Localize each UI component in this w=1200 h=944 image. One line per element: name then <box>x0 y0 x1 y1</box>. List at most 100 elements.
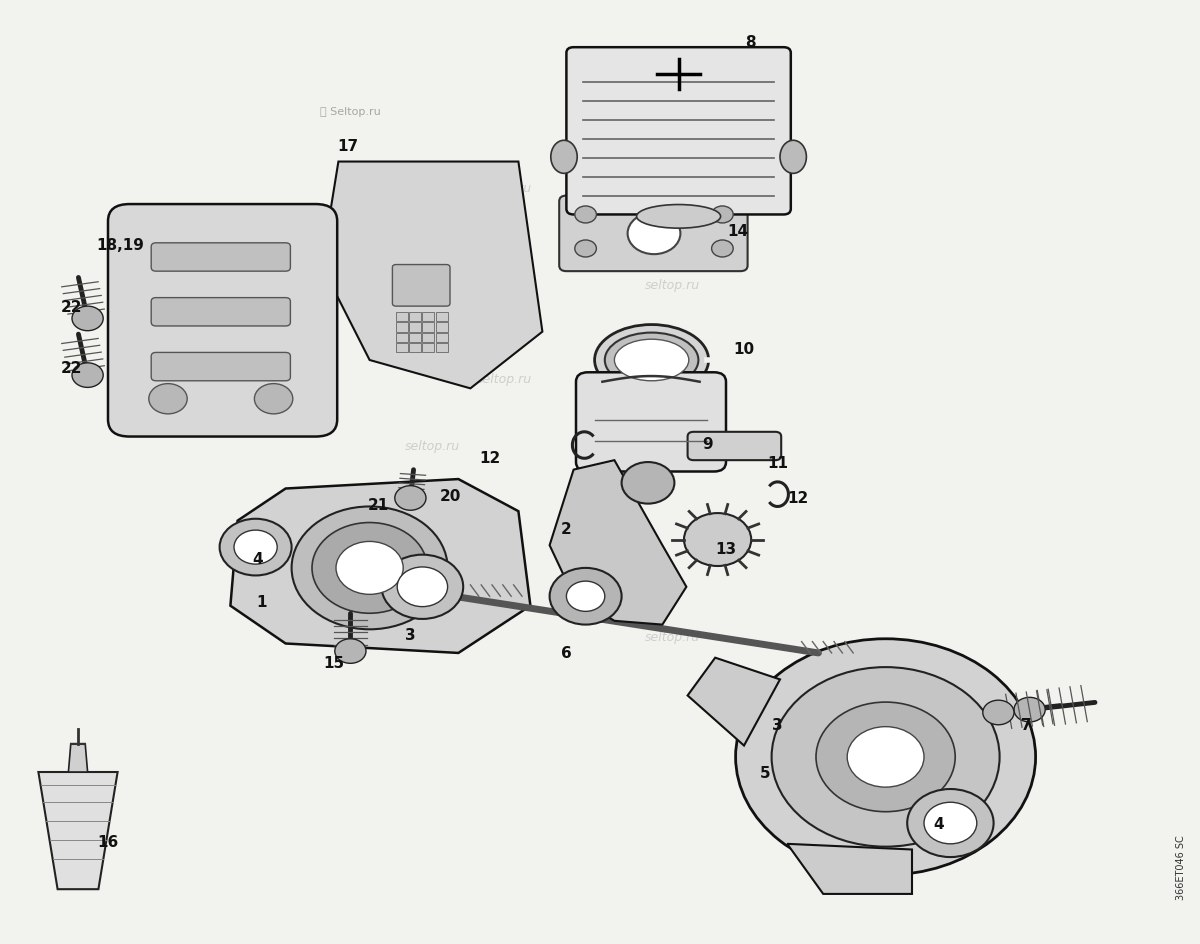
Bar <box>436 333 448 343</box>
Polygon shape <box>322 162 542 389</box>
FancyBboxPatch shape <box>151 244 290 272</box>
Text: 3: 3 <box>773 717 782 733</box>
Bar <box>422 323 434 332</box>
Text: 18,19: 18,19 <box>96 238 144 253</box>
Text: 15: 15 <box>323 655 344 670</box>
Polygon shape <box>38 772 118 889</box>
Text: 5: 5 <box>761 765 770 780</box>
Text: 22: 22 <box>61 361 83 376</box>
Circle shape <box>907 789 994 857</box>
Polygon shape <box>688 658 780 746</box>
Polygon shape <box>230 480 530 653</box>
FancyBboxPatch shape <box>688 432 781 461</box>
Text: 4: 4 <box>934 816 943 831</box>
Circle shape <box>772 667 1000 847</box>
Text: 12: 12 <box>479 450 500 465</box>
FancyBboxPatch shape <box>566 48 791 215</box>
Bar <box>396 333 408 343</box>
Circle shape <box>566 582 605 612</box>
FancyBboxPatch shape <box>559 196 748 272</box>
Text: 11: 11 <box>767 455 788 470</box>
Circle shape <box>575 207 596 224</box>
Bar <box>409 333 421 343</box>
Bar <box>436 344 448 353</box>
Circle shape <box>712 207 733 224</box>
Text: ⓘ Seltop.ru: ⓘ Seltop.ru <box>320 107 380 116</box>
Text: 14: 14 <box>727 224 749 239</box>
Ellipse shape <box>636 206 720 228</box>
Bar <box>436 312 448 322</box>
Polygon shape <box>68 744 88 772</box>
Polygon shape <box>550 461 686 625</box>
Text: seltop.ru: seltop.ru <box>404 439 460 452</box>
Bar <box>436 323 448 332</box>
Ellipse shape <box>595 326 708 396</box>
Circle shape <box>712 241 733 258</box>
Bar <box>409 312 421 322</box>
Text: 1: 1 <box>257 595 266 610</box>
Circle shape <box>816 702 955 812</box>
FancyBboxPatch shape <box>151 353 290 381</box>
Text: 7: 7 <box>1021 717 1031 733</box>
Bar <box>422 312 434 322</box>
Circle shape <box>628 213 680 255</box>
Ellipse shape <box>780 141 806 174</box>
Bar <box>396 312 408 322</box>
Circle shape <box>924 802 977 844</box>
Text: 21: 21 <box>367 497 389 513</box>
Text: 3: 3 <box>406 627 415 642</box>
Text: seltop.ru: seltop.ru <box>428 605 484 618</box>
Bar <box>422 344 434 353</box>
Text: 13: 13 <box>715 542 737 557</box>
Polygon shape <box>787 844 912 894</box>
Text: 6: 6 <box>562 646 571 661</box>
Ellipse shape <box>551 141 577 174</box>
Circle shape <box>983 700 1014 725</box>
FancyBboxPatch shape <box>392 265 450 307</box>
Bar <box>396 344 408 353</box>
Circle shape <box>72 363 103 388</box>
Bar <box>409 344 421 353</box>
Circle shape <box>397 567 448 607</box>
Circle shape <box>336 542 403 595</box>
Text: 8: 8 <box>745 35 755 50</box>
Circle shape <box>684 514 751 566</box>
Circle shape <box>395 486 426 511</box>
Bar <box>422 333 434 343</box>
Text: seltop.ru: seltop.ru <box>644 631 700 644</box>
Circle shape <box>736 639 1036 875</box>
Text: 366ET046 SC: 366ET046 SC <box>1176 834 1186 899</box>
Circle shape <box>254 384 293 414</box>
Circle shape <box>847 727 924 787</box>
Text: 2: 2 <box>562 521 571 536</box>
Text: seltop.ru: seltop.ru <box>476 373 532 386</box>
Circle shape <box>550 568 622 625</box>
FancyBboxPatch shape <box>108 205 337 437</box>
Circle shape <box>312 523 427 614</box>
Circle shape <box>575 241 596 258</box>
Text: 22: 22 <box>61 299 83 314</box>
Bar <box>409 323 421 332</box>
Bar <box>396 323 408 332</box>
Circle shape <box>382 555 463 619</box>
Text: 9: 9 <box>703 436 713 451</box>
Circle shape <box>1014 698 1045 722</box>
Ellipse shape <box>605 333 698 388</box>
Text: seltop.ru: seltop.ru <box>476 182 532 195</box>
FancyBboxPatch shape <box>576 373 726 472</box>
Text: 12: 12 <box>787 491 809 506</box>
Circle shape <box>335 639 366 664</box>
Circle shape <box>149 384 187 414</box>
Text: 16: 16 <box>97 834 119 850</box>
FancyBboxPatch shape <box>151 298 290 327</box>
Ellipse shape <box>614 340 689 381</box>
Text: 17: 17 <box>337 139 359 154</box>
Circle shape <box>622 463 674 504</box>
Text: 10: 10 <box>733 342 755 357</box>
Circle shape <box>220 519 292 576</box>
Circle shape <box>292 507 448 630</box>
Circle shape <box>72 307 103 331</box>
Text: 4: 4 <box>253 551 263 566</box>
Text: seltop.ru: seltop.ru <box>644 278 700 292</box>
Circle shape <box>234 531 277 565</box>
